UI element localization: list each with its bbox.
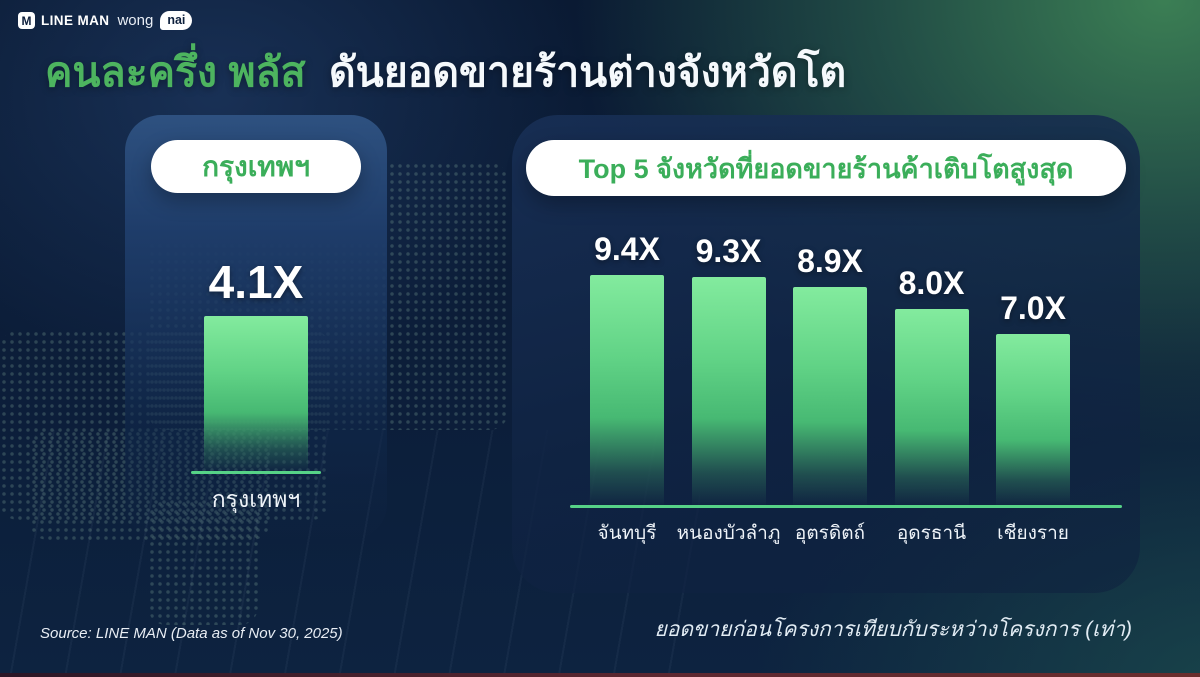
top5-pill-label: Top 5 จังหวัดที่ยอดขายร้านค้าเติบโตสูงสุ… — [526, 140, 1126, 196]
bangkok-pill-label: กรุงเทพฯ — [151, 140, 361, 193]
bar-value-label: 7.0X — [1000, 290, 1066, 326]
bar — [590, 275, 664, 505]
top5-bar-chart: 9.4X 9.3X 8.9X 8.0X 7.0X — [590, 215, 1070, 505]
category-label: อุตรดิตถ์ — [794, 523, 866, 544]
top5-axis-line — [570, 505, 1122, 508]
bar-group: 4.1X — [204, 255, 308, 471]
category-label: จันทบุรี — [597, 523, 657, 544]
bar-group: 9.3X — [691, 233, 766, 505]
bar — [691, 277, 766, 505]
bar — [204, 316, 308, 471]
bar-value-label: 8.9X — [797, 243, 863, 279]
bar-group: 8.0X — [894, 265, 969, 505]
category-label: อุดรธานี — [896, 523, 967, 544]
bangkok-category-row: กรุงเทพฯ — [181, 482, 331, 518]
bar-value-label: 9.4X — [594, 231, 660, 267]
bar-value-label: 9.3X — [695, 233, 762, 269]
page-title: คนละครึ่ง พลัส ดันยอดขายร้านต่างจังหวัดโ… — [45, 48, 846, 97]
logo-lineman-text: LINE MAN — [41, 13, 110, 28]
bottom-edge-strip — [0, 673, 1200, 677]
top5-chart-card: Top 5 จังหวัดที่ยอดขายร้านค้าเติบโตสูงสุ… — [512, 115, 1140, 593]
bar-value-label: 8.0X — [898, 265, 965, 301]
lineman-wongnai-logo: M LINE MAN wong nai — [18, 11, 193, 30]
bar — [793, 287, 867, 505]
bar-group: 8.9X — [793, 243, 867, 505]
bar — [996, 334, 1070, 505]
bangkok-axis-line — [191, 471, 321, 474]
page-title-highlight: คนละครึ่ง พลัส — [45, 49, 306, 95]
top5-category-row: จันทบุรี หนองบัวลำภู อุตรดิตถ์ อุดรธานี เชีย… — [590, 518, 1070, 548]
category-label: หนองบัวลำภู — [676, 523, 781, 544]
logo-wong-text: wong — [117, 12, 154, 29]
bar — [894, 309, 969, 505]
bangkok-chart-card: กรุงเทพฯ 4.1X กรุงเทพฯ — [125, 115, 387, 540]
category-label: เชียงราย — [997, 523, 1069, 544]
bangkok-bar-chart: 4.1X — [204, 225, 308, 471]
logo-nai-bubble: nai — [160, 11, 193, 30]
bar-value-label: 4.1X — [208, 256, 304, 308]
unit-footnote: ยอดขายก่อนโครงการเทียบกับระหว่างโครงการ … — [654, 618, 1132, 641]
source-note: Source: LINE MAN (Data as of Nov 30, 202… — [40, 625, 343, 642]
page-title-rest: ดันยอดขายร้านต่างจังหวัดโต — [329, 49, 847, 95]
lineman-m-icon: M — [18, 12, 35, 29]
bar-group: 7.0X — [996, 290, 1070, 505]
category-label: กรุงเทพฯ — [211, 486, 301, 512]
bar-group: 9.4X — [590, 231, 664, 505]
